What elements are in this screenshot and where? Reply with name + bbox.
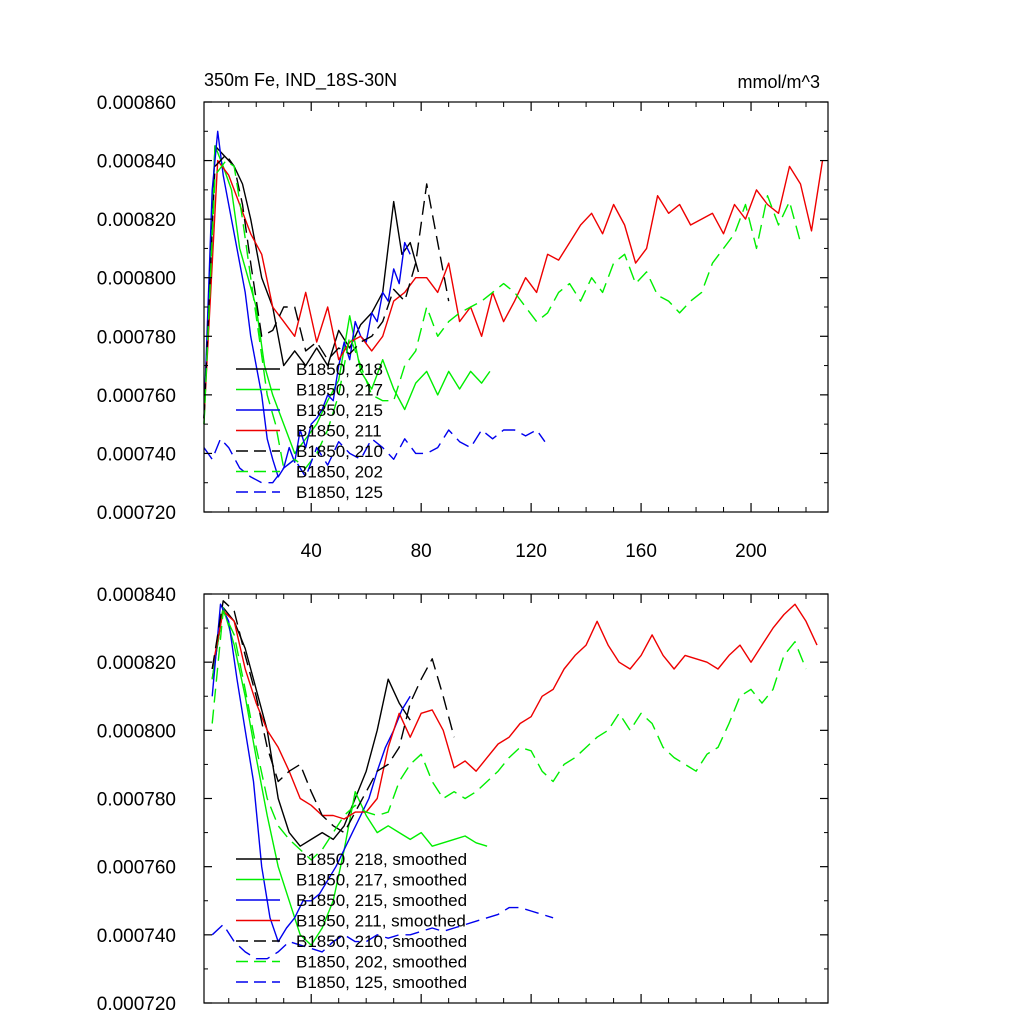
- bottom-series-line-7: [211, 906, 554, 960]
- top-series-line-6: [203, 159, 802, 469]
- bottom-y-tick-label: 0.000780: [97, 790, 176, 811]
- bottom-legend-label-4: B1850, 211, smoothed: [296, 912, 466, 931]
- bottom-series-line-6: [211, 610, 807, 861]
- bottom-legend-label-1: B1850, 218, smoothed: [296, 850, 467, 869]
- top-y-tick-label: 0.000760: [97, 386, 176, 407]
- top-panel: 0.000720 0.000740 0.000760 0.000780 0.000800…: [97, 93, 829, 562]
- top-y-tick-label: 0.000820: [97, 210, 176, 231]
- bottom-y-tick-label: 0.000840: [97, 585, 176, 606]
- bottom-y-tick-label: 0.000740: [97, 926, 176, 947]
- top-legend-label-7: B1850, 125: [296, 483, 383, 502]
- bottom-y-tick-label: 0.000800: [97, 721, 176, 742]
- bottom-y-tick-label: 0.000760: [97, 858, 176, 879]
- plot-title: 350m Fe, IND_18S-30N: [204, 70, 397, 91]
- bottom-legend-label-2: B1850, 217, smoothed: [296, 871, 467, 890]
- top-x-tick-label: 80: [411, 541, 432, 562]
- bottom-y-tick-label: 0.000720: [97, 994, 176, 1015]
- top-legend-label-4: B1850, 211: [296, 422, 382, 441]
- top-legend-label-2: B1850, 217: [296, 381, 383, 400]
- top-series-line-2: [203, 145, 491, 455]
- bottom-legend-label-5: B1850, 210, smoothed: [296, 932, 467, 951]
- top-x-tick-label: 200: [735, 541, 767, 562]
- top-series-line-7: [203, 429, 546, 484]
- bottom-series-line-5: [211, 600, 455, 834]
- top-series-line-4: [203, 159, 824, 419]
- bottom-series-line-4: [211, 603, 818, 820]
- top-y-tick-label: 0.000720: [97, 503, 176, 524]
- top-series-line-5: [203, 153, 450, 419]
- bottom-legend-label-6: B1850, 202, smoothed: [296, 953, 467, 972]
- bottom-series-line-1: [211, 606, 411, 847]
- top-legend-label-3: B1850, 215: [296, 401, 383, 420]
- top-y-tick-label: 0.000780: [97, 327, 176, 348]
- top-x-tick-label: 160: [625, 541, 657, 562]
- bottom-legend-label-7: B1850, 125, smoothed: [296, 973, 467, 992]
- top-x-tick-label: 120: [515, 541, 547, 562]
- top-series-line-3: [203, 130, 411, 478]
- top-series-line-1: [203, 145, 420, 419]
- bottom-y-tick-label: 0.000820: [97, 653, 176, 674]
- top-y-tick-label: 0.000860: [97, 93, 176, 114]
- top-legend-label-6: B1850, 202: [296, 463, 383, 482]
- top-y-tick-label: 0.000840: [97, 152, 176, 173]
- bottom-series-line-2: [211, 606, 488, 946]
- top-legend-label-1: B1850, 218: [296, 360, 383, 379]
- bottom-legend-label-3: B1850, 215, smoothed: [296, 891, 467, 910]
- top-y-tick-label: 0.000800: [97, 269, 176, 290]
- bottom-panel: 0.000720 0.000740 0.000760 0.000780 0.000800…: [97, 585, 829, 1015]
- top-x-tick-label: 40: [301, 541, 322, 562]
- top-y-tick-label: 0.000740: [97, 444, 176, 465]
- top-legend-label-5: B1850, 210: [296, 442, 383, 461]
- units-label: mmol/m^3: [738, 72, 820, 92]
